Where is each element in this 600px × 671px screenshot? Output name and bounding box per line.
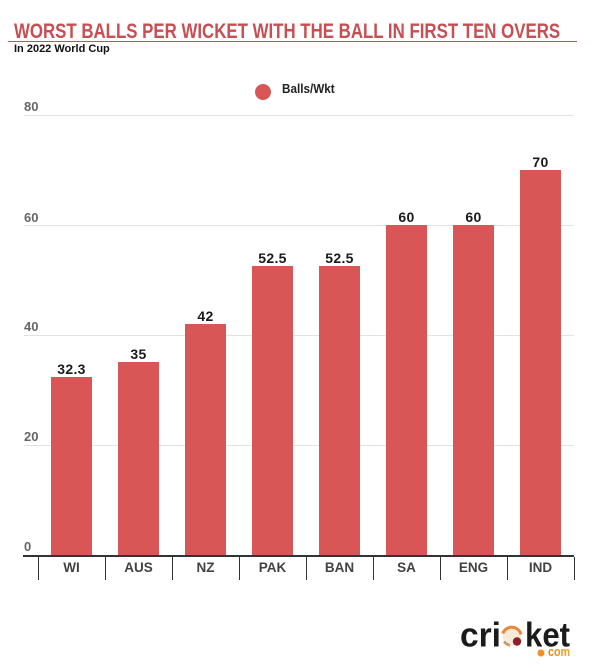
svg-text:com: com — [548, 644, 570, 659]
svg-text:ket: ket — [525, 616, 570, 654]
svg-text:cri: cri — [460, 616, 501, 654]
